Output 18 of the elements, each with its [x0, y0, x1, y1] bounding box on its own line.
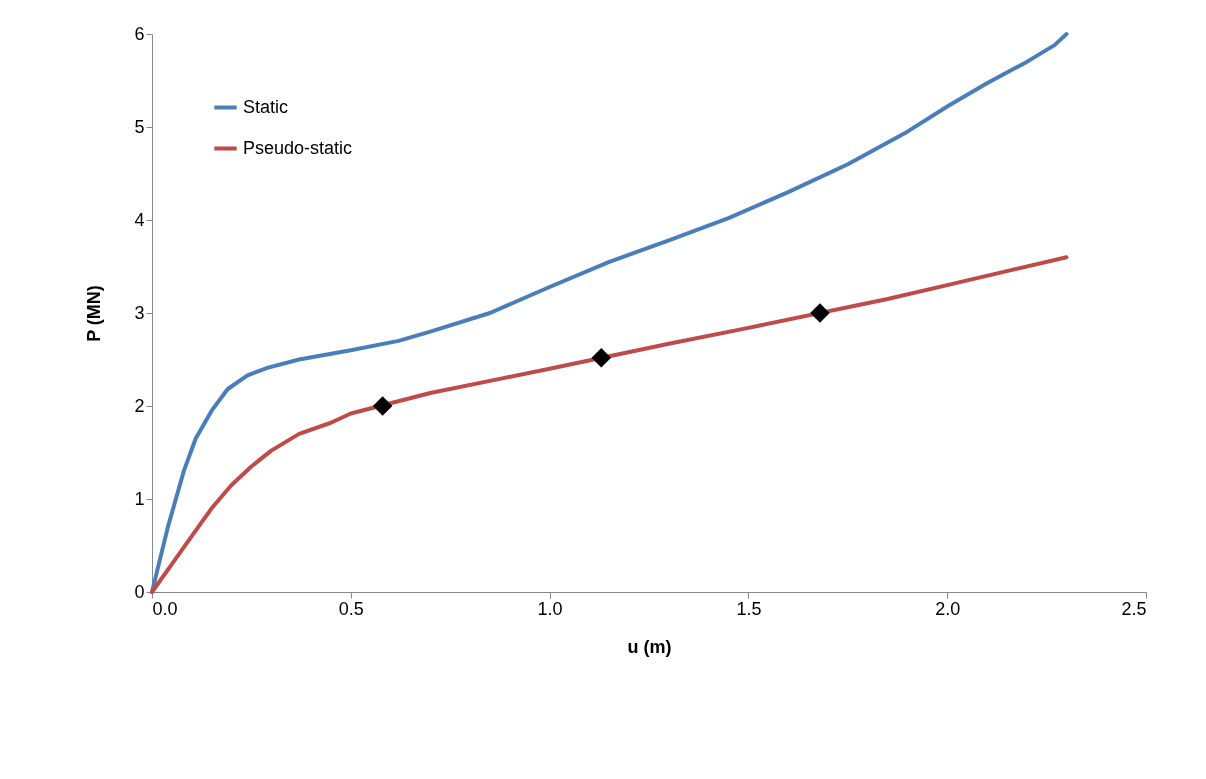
x-tick-label: 2.5: [1121, 598, 1147, 619]
x-tick-label: 1.0: [537, 598, 563, 619]
x-tick-label: 1.5: [736, 598, 762, 619]
line-series: [150, 255, 1069, 594]
x-tick-label: 0.0: [152, 598, 178, 619]
x-tick-label: 0.5: [338, 598, 364, 619]
y-tick-label: 3: [134, 302, 145, 323]
y-tick-label: 2: [134, 395, 145, 416]
y-tick-label: 4: [134, 209, 145, 230]
y-axis-title: P (MN): [84, 285, 105, 342]
y-tick-label: 1: [134, 488, 145, 509]
x-tick-label: 2.0: [935, 598, 961, 619]
y-tick-label: 5: [134, 116, 145, 137]
legend-label: Static: [243, 96, 289, 117]
y-tick-label: 0: [134, 581, 145, 602]
y-tick-label: 6: [134, 23, 145, 44]
legend-label: Pseudo-static: [243, 137, 353, 158]
x-axis-title: u (m): [627, 636, 672, 657]
